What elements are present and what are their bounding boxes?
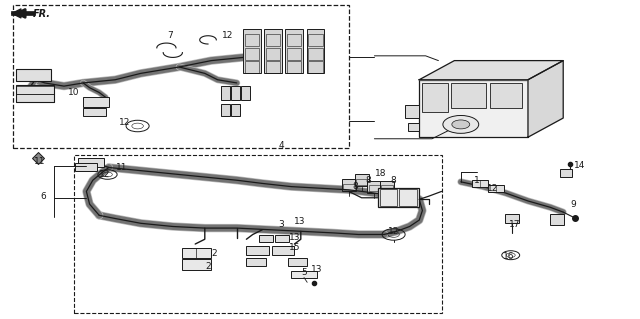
Bar	[422, 83, 448, 112]
Text: 8: 8	[365, 176, 371, 185]
Bar	[288, 258, 307, 266]
Text: 12: 12	[99, 170, 110, 179]
Bar	[419, 80, 528, 137]
Bar	[378, 188, 419, 207]
Text: FR.: FR.	[33, 9, 51, 19]
Circle shape	[443, 115, 479, 133]
Bar	[231, 86, 240, 100]
Bar	[380, 189, 397, 206]
Text: 8: 8	[353, 182, 358, 191]
Bar	[74, 155, 442, 313]
Bar	[266, 48, 280, 60]
Bar	[231, 104, 240, 116]
Text: 12: 12	[487, 184, 499, 193]
Bar	[16, 94, 54, 102]
Bar	[451, 83, 486, 108]
Bar	[490, 83, 522, 108]
Bar	[246, 258, 266, 266]
Bar	[83, 97, 109, 107]
Text: 8: 8	[391, 176, 396, 185]
Text: 11: 11	[34, 157, 45, 166]
Bar	[16, 86, 54, 94]
Bar	[75, 163, 97, 171]
Bar	[83, 108, 106, 116]
Text: 11: 11	[116, 163, 127, 172]
Bar	[405, 105, 419, 118]
Bar	[550, 214, 564, 225]
Text: 16: 16	[503, 252, 515, 261]
Text: 15: 15	[289, 243, 300, 252]
Bar	[369, 185, 380, 191]
Text: 13: 13	[289, 233, 300, 242]
Text: 12: 12	[119, 118, 131, 127]
Text: 1: 1	[474, 176, 479, 185]
Bar	[367, 181, 381, 193]
Bar	[342, 179, 356, 191]
Bar	[287, 34, 301, 46]
Bar	[285, 29, 303, 73]
Text: 2: 2	[212, 249, 217, 258]
Bar	[505, 214, 519, 223]
Text: 5: 5	[301, 268, 307, 277]
Text: 13: 13	[294, 217, 305, 226]
Bar	[245, 61, 259, 73]
Bar	[78, 158, 104, 167]
Bar	[245, 48, 259, 60]
Bar	[308, 48, 323, 60]
Bar	[16, 85, 54, 102]
Bar	[408, 123, 419, 131]
Bar	[488, 185, 504, 192]
Bar	[291, 271, 317, 278]
Text: 17: 17	[509, 220, 521, 229]
Bar	[355, 174, 369, 186]
Bar	[243, 29, 261, 73]
Bar	[380, 181, 394, 193]
Bar	[307, 29, 324, 73]
Bar	[16, 69, 51, 81]
Bar	[272, 246, 294, 255]
Polygon shape	[528, 61, 563, 137]
Text: 13: 13	[311, 265, 323, 274]
Text: 12: 12	[221, 31, 233, 40]
Text: 7: 7	[167, 31, 172, 40]
Text: 10: 10	[68, 88, 79, 97]
Bar	[399, 189, 417, 206]
Text: 12: 12	[388, 227, 399, 236]
Bar	[381, 185, 393, 191]
Bar	[221, 104, 230, 116]
Bar	[560, 169, 572, 177]
Bar	[182, 259, 211, 270]
Circle shape	[452, 120, 470, 129]
Bar	[343, 184, 355, 190]
Text: 6: 6	[41, 192, 46, 201]
Bar	[264, 29, 282, 73]
Bar	[246, 246, 269, 255]
Bar	[182, 248, 211, 258]
Polygon shape	[11, 11, 35, 15]
Bar	[356, 179, 367, 185]
Bar	[266, 61, 280, 73]
Text: 14: 14	[573, 161, 585, 170]
Bar	[221, 86, 230, 100]
Polygon shape	[419, 61, 563, 80]
Bar	[275, 235, 289, 242]
Bar	[287, 61, 301, 73]
Text: 18: 18	[375, 169, 387, 178]
Bar	[287, 48, 301, 60]
Text: 4: 4	[279, 141, 284, 150]
Bar	[245, 34, 259, 46]
Bar	[13, 5, 349, 148]
Text: 9: 9	[570, 200, 575, 209]
Bar	[266, 34, 280, 46]
Bar	[308, 34, 323, 46]
Bar	[308, 61, 323, 73]
Text: 3: 3	[279, 220, 284, 229]
Bar	[241, 86, 250, 100]
Bar	[259, 235, 273, 242]
Bar	[472, 180, 488, 187]
Text: 2: 2	[205, 262, 211, 271]
